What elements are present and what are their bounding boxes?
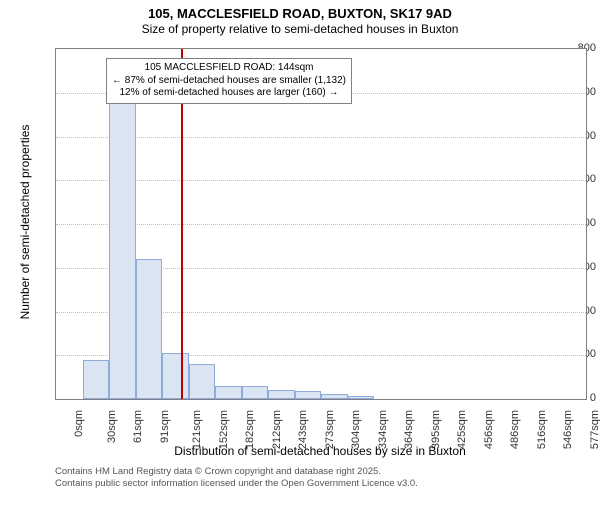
xtick-label: 91sqm	[159, 410, 171, 443]
histogram-bar	[109, 93, 136, 399]
y-axis-label: Number of semi-detached properties	[18, 112, 32, 332]
xtick-label: 577sqm	[589, 410, 600, 449]
annotation-line-3: 12% of semi-detached houses are larger (…	[112, 87, 346, 100]
histogram-bar	[268, 390, 295, 399]
annotation-line-2: ← 87% of semi-detached houses are smalle…	[112, 75, 346, 88]
histogram-bar	[215, 386, 242, 399]
chart-title-sub: Size of property relative to semi-detach…	[0, 22, 600, 36]
gridline-h	[56, 137, 586, 138]
xtick-label: 61sqm	[132, 410, 144, 443]
attribution-line-2: Contains public sector information licen…	[55, 478, 418, 490]
histogram-bar	[242, 386, 269, 399]
gridline-h	[56, 224, 586, 225]
histogram-bar	[348, 396, 375, 400]
histogram-bar	[162, 353, 189, 399]
attribution: Contains HM Land Registry data © Crown c…	[55, 466, 418, 491]
histogram-bar	[295, 391, 322, 399]
reference-annotation: 105 MACCLESFIELD ROAD: 144sqm ← 87% of s…	[106, 58, 352, 104]
xtick-label: 30sqm	[106, 410, 118, 443]
histogram-bar	[321, 394, 348, 399]
attribution-line-1: Contains HM Land Registry data © Crown c…	[55, 466, 418, 478]
xtick-label: 0sqm	[73, 410, 85, 437]
histogram-bar	[83, 360, 110, 399]
x-axis-label: Distribution of semi-detached houses by …	[55, 444, 585, 458]
chart-title-main: 105, MACCLESFIELD ROAD, BUXTON, SK17 9AD	[0, 6, 600, 21]
histogram-bar	[189, 364, 216, 399]
histogram-bar	[136, 259, 163, 399]
annotation-line-1: 105 MACCLESFIELD ROAD: 144sqm	[112, 62, 346, 75]
gridline-h	[56, 180, 586, 181]
